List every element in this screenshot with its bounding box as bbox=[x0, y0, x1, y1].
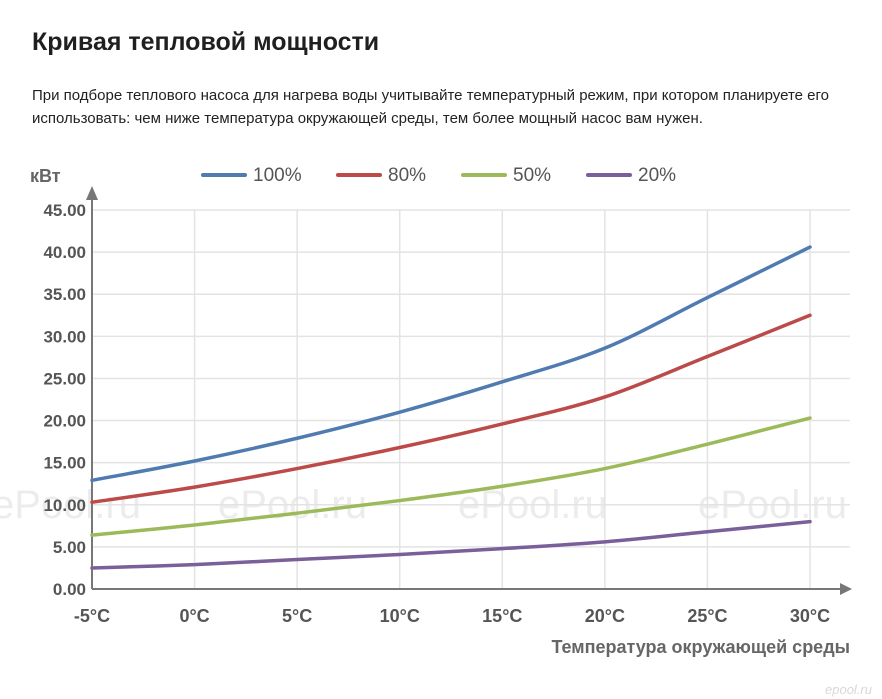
x-tick-label: 10°C bbox=[380, 606, 420, 626]
y-tick-label: 45.00 bbox=[43, 201, 86, 220]
brand-watermark: epool.ru bbox=[825, 682, 872, 697]
page-description: При подборе теплового насоса для нагрева… bbox=[32, 87, 829, 127]
series-line-20pct bbox=[90, 519, 812, 570]
axis-layer: 0.00 5.00 10.00 15.00 20.00 25.00 30.00 35.00 40… bbox=[30, 166, 852, 657]
page-title: Кривая тепловой мощности bbox=[32, 28, 380, 56]
x-tick-label: 20°C bbox=[585, 606, 625, 626]
legend-label: 80% bbox=[388, 165, 426, 186]
y-tick-label: 5.00 bbox=[53, 538, 86, 557]
x-tick-label: 15°C bbox=[482, 606, 522, 626]
legend-label: 50% bbox=[513, 165, 551, 186]
y-tick-label: 0.00 bbox=[53, 580, 86, 599]
y-tick-label: 40.00 bbox=[43, 243, 86, 262]
x-axis-label: Температура окружающей среды bbox=[551, 637, 850, 657]
x-tick-label: 0°C bbox=[179, 606, 209, 626]
x-axis-arrow bbox=[840, 583, 852, 595]
y-tick-label: 35.00 bbox=[43, 285, 86, 304]
x-tick-label: 25°C bbox=[687, 606, 727, 626]
y-tick-label: 20.00 bbox=[43, 412, 86, 431]
legend-label: 20% bbox=[638, 165, 676, 186]
grid-layer bbox=[92, 209, 850, 589]
x-tick-label: 30°C bbox=[790, 606, 830, 626]
x-tick-label: 5°C bbox=[282, 606, 312, 626]
series-line-100pct bbox=[90, 245, 812, 483]
y-axis-label: кВт bbox=[30, 166, 61, 186]
series-line-80pct bbox=[90, 313, 812, 505]
y-tick-label: 25.00 bbox=[43, 369, 86, 388]
y-tick-label: 10.00 bbox=[43, 496, 86, 515]
series-line-50pct bbox=[90, 416, 812, 537]
legend: 100% 80% 50% 20% bbox=[201, 165, 676, 186]
y-tick-label: 15.00 bbox=[43, 454, 86, 473]
legend-label: 100% bbox=[253, 165, 302, 186]
x-tick-label: -5°C bbox=[74, 606, 110, 626]
y-tick-label: 30.00 bbox=[43, 327, 86, 346]
series-layer bbox=[90, 245, 812, 570]
y-axis-arrow bbox=[86, 186, 98, 200]
